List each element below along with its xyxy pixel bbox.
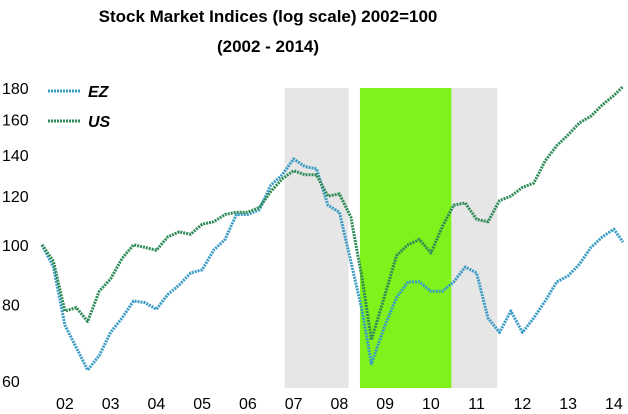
x-tick-label: 03 bbox=[102, 396, 120, 413]
legend: EZ US bbox=[48, 84, 111, 131]
shaded-period-2 bbox=[451, 88, 498, 388]
x-tick-label: 02 bbox=[56, 396, 74, 413]
x-tick-label: 14 bbox=[605, 396, 623, 413]
x-tick-label: 13 bbox=[559, 396, 577, 413]
y-axis-ticks: 60 80 100 120 140 160 180 bbox=[2, 81, 29, 391]
x-tick-label: 12 bbox=[513, 396, 531, 413]
shaded-periods bbox=[284, 88, 498, 388]
y-tick-label: 100 bbox=[2, 238, 29, 255]
x-tick-label: 05 bbox=[193, 396, 211, 413]
x-tick-label: 08 bbox=[330, 396, 348, 413]
x-tick-label: 04 bbox=[147, 396, 165, 413]
series-lines bbox=[40, 85, 625, 372]
shaded-period-0 bbox=[284, 88, 349, 388]
x-tick-label: 10 bbox=[422, 396, 440, 413]
y-tick-label: 60 bbox=[2, 374, 20, 391]
chart-title: Stock Market Indices (log scale) 2002=10… bbox=[99, 7, 438, 26]
y-tick-label: 160 bbox=[2, 112, 29, 129]
series-line-us bbox=[40, 85, 625, 342]
y-tick-label: 80 bbox=[2, 297, 20, 314]
x-tick-label: 09 bbox=[376, 396, 394, 413]
chart-subtitle: (2002 - 2014) bbox=[217, 37, 319, 56]
shaded-period-1 bbox=[359, 88, 452, 388]
y-tick-label: 120 bbox=[2, 189, 29, 206]
x-axis-ticks: 02 03 04 05 06 07 08 09 10 11 12 13 14 bbox=[56, 396, 623, 413]
y-tick-label: 180 bbox=[2, 81, 29, 98]
series-line-ez bbox=[40, 157, 625, 372]
x-tick-label: 11 bbox=[468, 396, 485, 413]
legend-label-us: US bbox=[88, 114, 111, 131]
x-tick-label: 06 bbox=[239, 396, 257, 413]
legend-label-ez: EZ bbox=[88, 84, 110, 101]
x-tick-label: 07 bbox=[285, 396, 303, 413]
y-tick-label: 140 bbox=[2, 148, 29, 165]
